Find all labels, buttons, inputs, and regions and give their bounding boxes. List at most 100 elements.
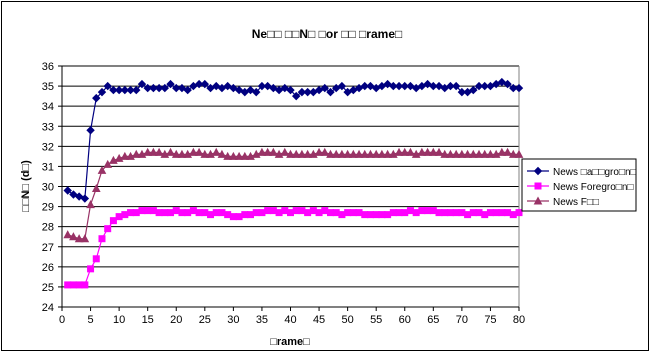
x-tick-label: 15 xyxy=(142,314,154,326)
data-point xyxy=(166,147,175,156)
data-point xyxy=(263,147,272,156)
data-point xyxy=(343,149,352,158)
x-tick-label: 10 xyxy=(113,314,125,326)
data-point xyxy=(508,149,518,158)
data-point xyxy=(338,211,346,219)
data-point xyxy=(400,81,409,91)
data-point xyxy=(120,85,130,95)
data-point xyxy=(469,209,477,217)
data-point xyxy=(309,87,318,97)
data-point xyxy=(509,83,518,93)
data-point xyxy=(366,81,375,91)
data-point xyxy=(491,79,501,89)
data-point xyxy=(223,151,232,160)
data-point xyxy=(401,209,409,217)
data-point xyxy=(281,207,289,215)
data-point xyxy=(177,149,187,158)
data-point xyxy=(481,211,489,219)
legend-label: News Foregro□n□ xyxy=(553,182,633,193)
data-point xyxy=(474,149,484,158)
data-point xyxy=(189,81,198,91)
data-point xyxy=(377,149,387,158)
data-point xyxy=(423,79,432,89)
data-point xyxy=(235,213,243,221)
data-point xyxy=(74,234,84,243)
data-point xyxy=(241,211,249,219)
data-point xyxy=(337,81,347,91)
data-point xyxy=(429,81,438,91)
data-point xyxy=(315,209,323,217)
data-point xyxy=(355,209,363,217)
data-point xyxy=(247,211,255,219)
data-point xyxy=(406,207,414,215)
data-point xyxy=(463,87,472,97)
data-point xyxy=(486,209,494,217)
data-point xyxy=(406,81,415,91)
data-point xyxy=(189,147,198,156)
data-point xyxy=(189,207,197,215)
data-point xyxy=(104,225,112,233)
data-point xyxy=(69,281,77,289)
data-point xyxy=(224,211,232,219)
data-point xyxy=(486,149,495,158)
series-1 xyxy=(63,77,524,203)
data-point xyxy=(314,85,324,95)
data-point xyxy=(217,149,227,158)
data-point xyxy=(81,281,89,289)
data-point xyxy=(143,83,152,93)
data-point xyxy=(344,209,352,217)
data-point xyxy=(149,147,158,156)
data-point xyxy=(292,207,300,215)
data-point xyxy=(149,83,158,93)
data-point xyxy=(161,209,169,217)
data-point xyxy=(86,200,95,209)
data-point xyxy=(154,147,164,156)
data-point xyxy=(138,207,146,215)
data-point xyxy=(252,209,260,217)
data-point xyxy=(194,79,204,89)
data-point xyxy=(343,87,352,97)
data-point xyxy=(480,81,489,91)
y-tick-label: 36 xyxy=(42,61,54,73)
data-point xyxy=(201,209,209,217)
data-point xyxy=(457,149,467,158)
data-point xyxy=(440,149,450,158)
data-point xyxy=(298,207,306,215)
y-tick-label: 24 xyxy=(42,302,54,314)
data-point xyxy=(320,147,330,156)
data-point xyxy=(297,149,307,158)
data-point xyxy=(417,81,427,91)
data-point xyxy=(395,209,403,217)
data-point xyxy=(126,85,135,95)
data-point xyxy=(275,209,283,217)
data-point xyxy=(297,87,307,97)
data-point xyxy=(331,83,341,93)
data-point xyxy=(349,209,357,217)
data-point xyxy=(394,81,404,91)
x-tick-label: 25 xyxy=(199,314,211,326)
data-point xyxy=(366,149,375,158)
data-point xyxy=(80,234,90,243)
chart-title: Ne□□ □□N□ □or □□ □rame□ xyxy=(252,27,403,41)
data-point xyxy=(269,207,277,215)
data-point xyxy=(155,209,163,217)
y-tick-label: 25 xyxy=(42,282,54,294)
data-point xyxy=(109,217,117,225)
y-tick-label: 27 xyxy=(42,242,54,254)
data-point xyxy=(446,149,455,158)
data-point xyxy=(103,159,113,168)
data-point xyxy=(389,209,397,217)
data-point xyxy=(172,207,180,215)
data-point xyxy=(144,207,152,215)
data-point xyxy=(474,81,484,91)
data-point xyxy=(274,85,284,95)
data-point xyxy=(469,85,478,95)
data-point xyxy=(418,207,426,215)
data-point xyxy=(269,147,278,156)
data-point xyxy=(195,209,203,217)
data-point xyxy=(63,186,72,195)
data-point xyxy=(292,91,301,101)
data-point xyxy=(263,81,272,91)
data-point xyxy=(115,213,123,221)
